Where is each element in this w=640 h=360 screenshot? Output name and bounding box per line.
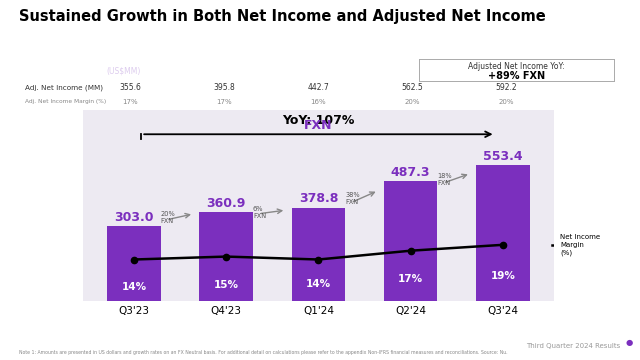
Text: Note 1: Amounts are presented in US dollars and growth rates on an FX Neutral ba: Note 1: Amounts are presented in US doll… bbox=[19, 350, 508, 355]
Text: 487.3: 487.3 bbox=[391, 166, 430, 179]
Text: Sustained Growth in Both Net Income and Adjusted Net Income: Sustained Growth in Both Net Income and … bbox=[19, 9, 546, 24]
Text: YoY: 107%: YoY: 107% bbox=[282, 114, 355, 127]
Text: 378.8: 378.8 bbox=[299, 193, 338, 206]
Bar bbox=[292, 208, 345, 301]
Text: ●: ● bbox=[625, 338, 632, 347]
Text: 395.8: 395.8 bbox=[214, 83, 235, 92]
Text: 20%
FXN: 20% FXN bbox=[161, 211, 175, 224]
Text: 17%: 17% bbox=[216, 99, 232, 105]
Text: Net Income: Net Income bbox=[26, 63, 102, 76]
Text: 38%
FXN: 38% FXN bbox=[345, 192, 360, 205]
Text: 592.2: 592.2 bbox=[496, 83, 517, 92]
Text: 14%: 14% bbox=[306, 279, 331, 289]
Text: 18%
FXN: 18% FXN bbox=[437, 173, 452, 186]
Text: Adj. Net Income Margin (%): Adj. Net Income Margin (%) bbox=[25, 99, 106, 104]
Bar bbox=[107, 226, 161, 301]
Bar bbox=[384, 181, 437, 301]
Text: Third Quarter 2024 Results: Third Quarter 2024 Results bbox=[527, 343, 621, 349]
Text: (US$MM): (US$MM) bbox=[106, 67, 140, 76]
Text: 6%
FXN: 6% FXN bbox=[253, 206, 266, 219]
Text: 303.0: 303.0 bbox=[114, 211, 154, 224]
Text: 355.6: 355.6 bbox=[119, 83, 141, 92]
Text: FXN: FXN bbox=[304, 119, 333, 132]
Text: 16%: 16% bbox=[310, 99, 326, 105]
Text: 562.5: 562.5 bbox=[402, 83, 423, 92]
Text: Adjusted Net Income YoY:: Adjusted Net Income YoY: bbox=[468, 62, 565, 71]
Text: 17%: 17% bbox=[398, 274, 423, 284]
Bar bbox=[476, 165, 530, 301]
Text: 19%: 19% bbox=[490, 271, 515, 281]
Text: 15%: 15% bbox=[214, 280, 239, 290]
Text: 360.9: 360.9 bbox=[207, 197, 246, 210]
Text: +89% FXN: +89% FXN bbox=[488, 71, 545, 81]
Text: Net Income
Margin
(%): Net Income Margin (%) bbox=[560, 234, 600, 256]
Text: 20%: 20% bbox=[404, 99, 420, 105]
Text: 20%: 20% bbox=[499, 99, 515, 105]
Text: 442.7: 442.7 bbox=[308, 83, 329, 92]
Text: Adj. Net Income (MM): Adj. Net Income (MM) bbox=[25, 84, 103, 91]
Text: 14%: 14% bbox=[122, 282, 147, 292]
Text: 553.4: 553.4 bbox=[483, 150, 523, 163]
Text: 17%: 17% bbox=[122, 99, 138, 105]
Bar bbox=[200, 212, 253, 301]
